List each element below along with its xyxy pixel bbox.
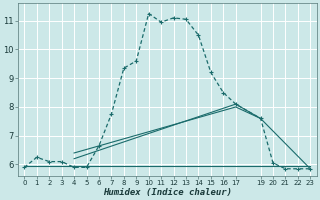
X-axis label: Humidex (Indice chaleur): Humidex (Indice chaleur) (103, 188, 232, 197)
